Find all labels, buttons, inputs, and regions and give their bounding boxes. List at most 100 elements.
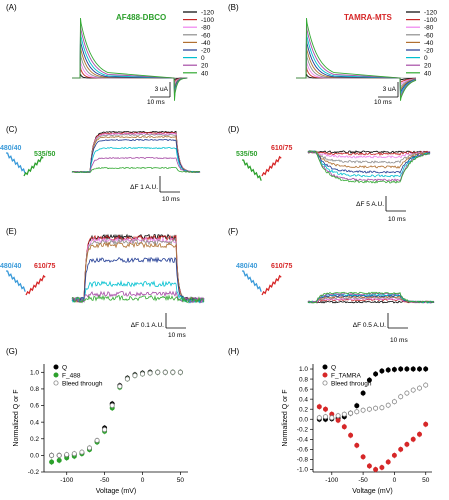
legend-label: F_TAMRA — [331, 372, 362, 379]
scalebar-f-x-label: 10 ms — [390, 337, 408, 344]
data-point-bleed-through — [404, 390, 410, 396]
data-point-f-tamra — [404, 441, 410, 447]
scalebar-a-x-label: 10 ms — [147, 99, 165, 106]
data-point-f-488 — [56, 457, 62, 463]
data-point-bleed-through — [117, 383, 123, 389]
current-trace-40 — [72, 17, 188, 101]
data-point-f-tamra — [335, 417, 341, 423]
legend-label: -120 — [424, 10, 437, 17]
y-tick-label: -0.2 — [297, 427, 309, 434]
data-point-f-tamra — [360, 454, 366, 460]
fluorescence-trace-0 — [307, 293, 435, 304]
filter-d-ex-label: 535/50 — [236, 151, 258, 158]
emission-wave-icon — [23, 155, 44, 177]
emission-wave-icon — [261, 155, 282, 177]
data-point-bleed-through — [170, 369, 176, 375]
data-point-f-tamra — [366, 463, 372, 469]
scalebar-f-y-label: ΔF 0.5 A.U. — [353, 322, 386, 329]
filter-c-ex-label: 480/40 — [0, 145, 22, 152]
legend-label: -120 — [201, 10, 214, 17]
panel-label-f: (F) — [228, 227, 239, 236]
legend-label: -40 — [201, 40, 211, 47]
y-tick-label: -0.8 — [297, 457, 309, 464]
fluorescence-trace-0 — [71, 279, 205, 304]
data-point-f-tamra — [385, 459, 391, 465]
current-trace-0 — [296, 31, 417, 96]
x-axis-label: Voltage (mV) — [352, 488, 392, 495]
data-point-f-tamra — [391, 452, 397, 458]
y-tick-label: 0.4 — [299, 396, 308, 403]
data-point-bleed-through — [87, 445, 93, 451]
data-point-f-tamra — [373, 466, 379, 472]
x-tick-label: 50 — [177, 477, 185, 484]
scalebar-b-y-label: 3 uA — [383, 86, 397, 93]
data-point-bleed-through — [147, 370, 153, 376]
data-point-bleed-through — [398, 394, 404, 400]
panel-label-c: (C) — [6, 125, 17, 134]
legend-label: Bleed through — [62, 380, 103, 387]
current-trace--20 — [296, 38, 417, 94]
data-point-bleed-through — [177, 369, 183, 375]
data-point-bleed-through — [139, 371, 145, 377]
scalebar-e-x-label: 10 ms — [168, 332, 186, 339]
data-point-q — [379, 368, 385, 374]
fluorescence-trace--80 — [308, 150, 431, 159]
data-point-f-tamra — [379, 464, 385, 470]
data-point-bleed-through — [348, 410, 354, 416]
current-trace-20 — [296, 24, 417, 99]
data-point-bleed-through — [79, 449, 85, 455]
data-point-bleed-through — [423, 382, 429, 388]
y-tick-label: 0.2 — [299, 406, 308, 413]
panel-label-a: (A) — [6, 3, 17, 12]
fluorescence-traces-d — [307, 150, 431, 184]
data-point-bleed-through — [391, 399, 397, 405]
excitation-wave-icon — [241, 270, 262, 292]
x-tick-label: -100 — [60, 477, 73, 484]
fluorescence-trace-40 — [307, 291, 435, 304]
legend-marker — [322, 380, 328, 386]
data-point-bleed-through — [109, 402, 115, 408]
fluorescence-trace-40 — [71, 294, 205, 304]
data-point-q — [373, 371, 379, 377]
y-tick-label: 0.4 — [30, 419, 39, 426]
legend-label: -20 — [201, 48, 211, 55]
fluorescence-trace--40 — [307, 150, 431, 169]
y-tick-label: -0.2 — [28, 469, 40, 476]
filter-e-em-label: 610/75 — [34, 263, 56, 270]
fluorescence-trace-0 — [71, 146, 201, 174]
data-point-f-tamra — [348, 432, 354, 438]
scalebar-e-y-label: ΔF 0.1 A.U. — [131, 322, 164, 329]
filter-c-em-label: 535/50 — [34, 151, 56, 158]
y-axis-label: Normalized Q or F — [13, 389, 20, 446]
current-trace-40 — [296, 17, 417, 101]
filter-d-em-label: 610/75 — [271, 145, 293, 152]
legend-label: Q — [62, 364, 67, 371]
data-point-q — [410, 366, 416, 372]
data-point-q — [391, 366, 397, 372]
legend-marker — [53, 364, 59, 370]
x-tick-label: 0 — [393, 477, 397, 484]
y-tick-label: -1.0 — [297, 467, 309, 474]
data-point-bleed-through — [385, 402, 391, 408]
fluorescence-trace-20 — [307, 150, 431, 182]
legend-label: -100 — [201, 17, 214, 24]
data-point-f-tamra — [341, 424, 347, 430]
current-traces-a — [72, 17, 188, 101]
panel-label-d: (D) — [228, 125, 239, 134]
x-tick-label: -50 — [100, 477, 110, 484]
data-point-bleed-through — [373, 405, 379, 411]
data-point-q — [360, 390, 366, 396]
legend-label: -20 — [424, 48, 434, 55]
data-point-f-488 — [49, 459, 55, 465]
excitation-wave-icon — [5, 270, 26, 292]
x-tick-label: -50 — [358, 477, 368, 484]
legend-label: 0 — [201, 55, 205, 62]
data-point-bleed-through — [162, 369, 168, 375]
excitation-wave-icon — [5, 152, 26, 174]
current-traces-b — [296, 17, 417, 101]
fluorescence-trace-0 — [307, 150, 431, 178]
data-point-f-tamra — [398, 446, 404, 452]
data-point-f-tamra — [423, 421, 429, 427]
fluorescence-trace--20 — [307, 150, 431, 174]
